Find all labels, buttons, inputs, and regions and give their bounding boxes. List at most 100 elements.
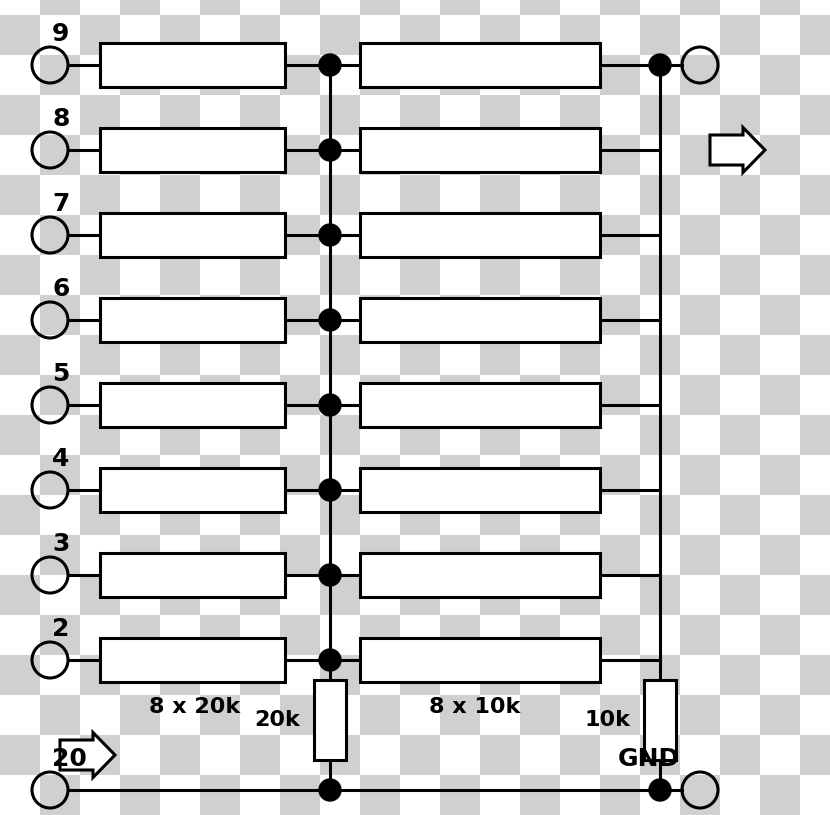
Bar <box>520 775 560 815</box>
Bar <box>80 775 120 815</box>
Bar <box>240 175 280 215</box>
Bar <box>800 655 830 695</box>
Bar <box>360 695 400 735</box>
Bar <box>400 335 440 375</box>
Text: 10k: 10k <box>584 710 630 730</box>
Bar <box>160 0 200 15</box>
Bar <box>100 43 285 87</box>
Bar <box>640 255 680 295</box>
Bar <box>80 415 120 455</box>
Bar <box>240 455 280 495</box>
Bar <box>40 415 80 455</box>
Bar <box>280 495 320 535</box>
Bar <box>400 615 440 655</box>
Circle shape <box>649 54 671 76</box>
Bar <box>40 535 80 575</box>
Bar <box>720 495 760 535</box>
Bar <box>720 295 760 335</box>
Bar <box>0 215 40 255</box>
Bar <box>520 215 560 255</box>
Bar <box>200 735 240 775</box>
Bar <box>640 615 680 655</box>
Bar <box>560 615 600 655</box>
Bar <box>360 298 600 342</box>
Text: 8 x 20k: 8 x 20k <box>149 697 241 717</box>
Circle shape <box>319 394 341 416</box>
Bar <box>560 375 600 415</box>
Circle shape <box>319 309 341 331</box>
Bar <box>40 295 80 335</box>
Bar <box>720 775 760 815</box>
Bar <box>640 175 680 215</box>
Bar <box>600 375 640 415</box>
Bar <box>600 15 640 55</box>
Bar <box>800 735 830 775</box>
Bar <box>120 735 160 775</box>
Bar <box>600 575 640 615</box>
Bar <box>720 615 760 655</box>
Bar <box>360 638 600 682</box>
Bar <box>600 655 640 695</box>
Bar <box>640 55 680 95</box>
Bar <box>320 95 360 135</box>
Bar <box>680 175 720 215</box>
Bar <box>80 295 120 335</box>
Bar <box>440 615 480 655</box>
Bar <box>320 575 360 615</box>
Bar <box>40 255 80 295</box>
Bar <box>520 135 560 175</box>
Bar <box>400 535 440 575</box>
Bar <box>120 295 160 335</box>
Bar <box>640 575 680 615</box>
Bar <box>720 655 760 695</box>
Bar <box>320 0 360 15</box>
Bar <box>520 735 560 775</box>
Bar <box>360 0 400 15</box>
Bar <box>320 335 360 375</box>
Bar <box>760 735 800 775</box>
Bar <box>600 335 640 375</box>
Bar <box>760 335 800 375</box>
Bar <box>200 415 240 455</box>
Bar <box>720 15 760 55</box>
Bar <box>80 255 120 295</box>
Bar <box>80 335 120 375</box>
Bar <box>360 383 600 427</box>
Bar <box>120 0 160 15</box>
Circle shape <box>319 224 341 246</box>
Bar <box>440 735 480 775</box>
Bar <box>720 695 760 735</box>
Bar <box>120 575 160 615</box>
Bar <box>160 295 200 335</box>
Bar <box>400 695 440 735</box>
Text: 5: 5 <box>52 362 70 386</box>
Bar <box>560 255 600 295</box>
Text: GND: GND <box>618 747 680 771</box>
Bar <box>80 55 120 95</box>
Bar <box>200 215 240 255</box>
Bar <box>360 43 600 87</box>
Bar <box>440 255 480 295</box>
Bar <box>120 455 160 495</box>
Bar <box>0 655 40 695</box>
Bar <box>280 335 320 375</box>
Bar <box>520 495 560 535</box>
Bar <box>440 135 480 175</box>
Bar <box>40 175 80 215</box>
Bar <box>440 335 480 375</box>
Bar <box>520 615 560 655</box>
Bar <box>400 735 440 775</box>
Bar <box>440 375 480 415</box>
Bar <box>680 415 720 455</box>
Bar <box>760 255 800 295</box>
Bar <box>200 695 240 735</box>
Bar <box>0 415 40 455</box>
Bar <box>240 655 280 695</box>
Bar <box>120 535 160 575</box>
Bar <box>240 535 280 575</box>
Bar <box>560 15 600 55</box>
Bar <box>240 0 280 15</box>
Bar <box>480 575 520 615</box>
Bar <box>200 295 240 335</box>
Circle shape <box>319 479 341 501</box>
